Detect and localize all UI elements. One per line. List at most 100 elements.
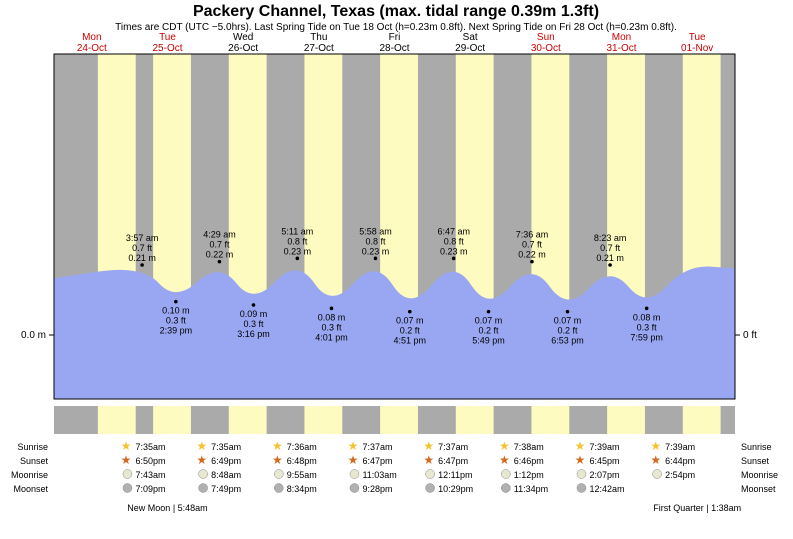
sun-icon: ★ <box>575 453 586 467</box>
day-label-date: 31-Oct <box>606 43 636 54</box>
footer-day-strip <box>531 406 569 434</box>
low-tide-m: 0.08 m <box>318 312 346 322</box>
high-tide-ft: 0.8 ft <box>444 236 465 246</box>
high-tide-ft: 0.7 ft <box>600 243 621 253</box>
sun-icon: ★ <box>121 453 132 467</box>
footer-value: 11:03am <box>362 470 396 480</box>
tide-point <box>408 310 412 314</box>
low-tide-time: 3:16 pm <box>237 329 270 339</box>
low-tide-time: 7:59 pm <box>630 332 663 342</box>
high-tide-time: 5:11 am <box>281 226 313 236</box>
footer-value: 7:36am <box>287 442 317 452</box>
day-label-date: 01-Nov <box>681 43 713 54</box>
footer-value: 7:43am <box>135 470 165 480</box>
footer-row-label-right: Moonset <box>741 484 776 494</box>
footer-value: 7:49pm <box>211 484 241 494</box>
day-label-dow: Tue <box>689 32 706 43</box>
low-tide-ft: 0.3 ft <box>321 322 342 332</box>
high-tide-time: 5:58 am <box>359 226 392 236</box>
footer-value: 7:37am <box>438 442 468 452</box>
tide-chart: { "title": "Packery Channel, Texas (max.… <box>0 0 793 539</box>
high-tide-ft: 0.8 ft <box>365 236 386 246</box>
footer-day-strip <box>607 406 645 434</box>
sun-icon: ★ <box>272 439 283 453</box>
tide-point <box>608 263 612 267</box>
low-tide-m: 0.10 m <box>162 306 190 316</box>
moon-icon <box>653 470 662 479</box>
low-tide-time: 6:53 pm <box>551 336 584 346</box>
moon-icon <box>426 470 435 479</box>
sun-icon: ★ <box>650 453 661 467</box>
sun-icon: ★ <box>348 453 359 467</box>
low-tide-m: 0.07 m <box>475 316 503 326</box>
high-tide-ft: 0.7 ft <box>209 240 230 250</box>
high-tide-time: 6:47 am <box>437 226 470 236</box>
tide-point <box>645 307 649 311</box>
day-label-dow: Tue <box>159 32 176 43</box>
day-label-date: 28-Oct <box>379 43 409 54</box>
day-label-date: 29-Oct <box>455 43 485 54</box>
footer-row-label-left: Moonrise <box>11 470 48 480</box>
tide-point <box>487 310 491 314</box>
footer-value: 12:42am <box>589 484 624 494</box>
day-label-dow: Mon <box>612 32 631 43</box>
low-tide-m: 0.08 m <box>633 312 661 322</box>
footer-row-label-left: Moonset <box>13 484 48 494</box>
low-tide-m: 0.09 m <box>240 309 268 319</box>
high-tide-time: 4:29 am <box>203 230 236 240</box>
low-tide-ft: 0.2 ft <box>558 326 579 336</box>
footer-value: 11:34pm <box>514 484 548 494</box>
sun-icon: ★ <box>348 439 359 453</box>
footer-value: 7:39am <box>589 442 619 452</box>
footer-value: 7:38am <box>514 442 544 452</box>
footer-value: 6:44pm <box>665 456 695 466</box>
footer-row-label-right: Moonrise <box>741 470 778 480</box>
tide-point <box>296 257 300 261</box>
sun-icon: ★ <box>575 439 586 453</box>
moon-icon <box>123 470 132 479</box>
sun-icon: ★ <box>121 439 132 453</box>
tide-point <box>218 260 222 264</box>
day-label-date: 25-Oct <box>152 43 182 54</box>
footer-day-strip <box>229 406 267 434</box>
footer-value: 7:37am <box>362 442 392 452</box>
day-label-dow: Wed <box>233 32 253 43</box>
footer-row-label-left: Sunrise <box>17 442 48 452</box>
high-tide-ft: 0.7 ft <box>522 240 543 250</box>
high-tide-m: 0.21 m <box>128 253 156 263</box>
footer-day-strip <box>153 406 191 434</box>
footer-value: 6:47pm <box>362 456 392 466</box>
footer-value: 8:48am <box>211 470 241 480</box>
footer-value: 2:07pm <box>589 470 619 480</box>
low-tide-ft: 0.3 ft <box>637 322 658 332</box>
sun-icon: ★ <box>423 453 434 467</box>
footer-row-label-right: Sunrise <box>741 442 772 452</box>
footer-row-label-left: Sunset <box>20 456 49 466</box>
high-tide-m: 0.23 m <box>440 246 468 256</box>
sun-icon: ★ <box>499 439 510 453</box>
footer-value: 6:47pm <box>438 456 468 466</box>
high-tide-m: 0.23 m <box>284 246 312 256</box>
moon-icon <box>350 484 359 493</box>
day-label-dow: Sat <box>463 32 478 43</box>
low-tide-time: 4:51 pm <box>394 336 427 346</box>
chart-title: Packery Channel, Texas (max. tidal range… <box>193 3 599 20</box>
moon-icon <box>123 484 132 493</box>
low-tide-ft: 0.2 ft <box>479 326 500 336</box>
tide-point <box>330 307 334 311</box>
high-tide-time: 3:57 am <box>126 233 159 243</box>
footer-day-strip <box>98 406 136 434</box>
sun-icon: ★ <box>196 453 207 467</box>
day-label-date: 26-Oct <box>228 43 258 54</box>
low-tide-time: 2:39 pm <box>160 326 193 336</box>
high-tide-m: 0.22 m <box>518 250 546 260</box>
footer-value: 6:46pm <box>514 456 544 466</box>
footer-value: 10:29pm <box>438 484 473 494</box>
high-tide-ft: 0.7 ft <box>132 243 153 253</box>
footer-value: 6:50pm <box>135 456 165 466</box>
moon-icon <box>274 470 283 479</box>
high-tide-ft: 0.8 ft <box>287 236 308 246</box>
high-tide-time: 8:23 am <box>594 233 627 243</box>
tide-point <box>530 260 534 264</box>
sun-icon: ★ <box>196 439 207 453</box>
